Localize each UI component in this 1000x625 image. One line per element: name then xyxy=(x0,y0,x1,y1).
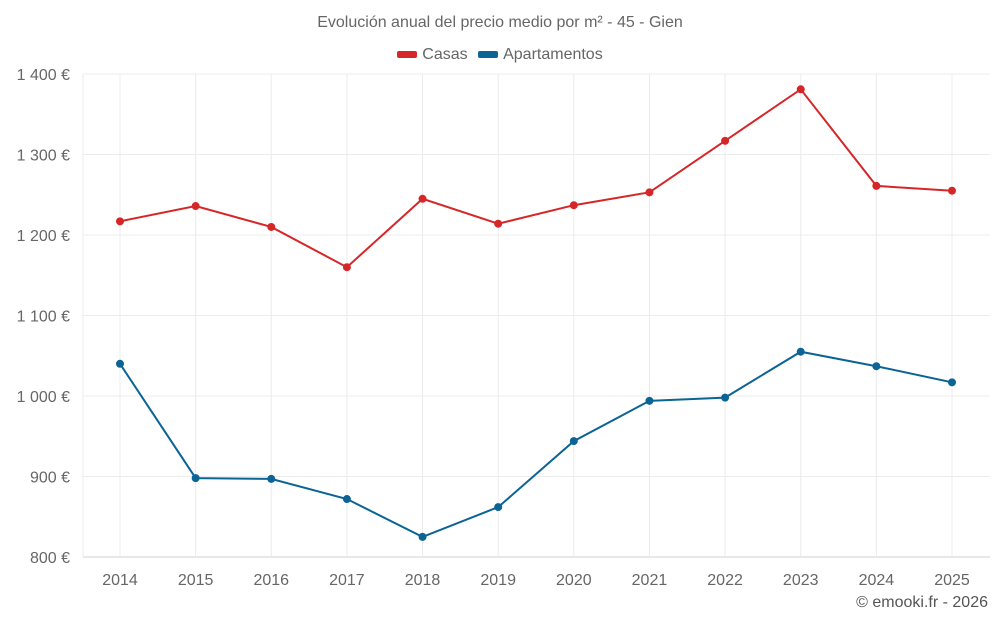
data-point-apartamentos xyxy=(569,437,578,446)
data-point-casas xyxy=(796,85,805,94)
data-point-casas xyxy=(948,186,956,195)
chart-title: Evolución anual del precio medio por m² … xyxy=(317,14,683,31)
data-point-apartamentos xyxy=(342,495,351,504)
x-tick-label: 2024 xyxy=(859,572,895,589)
credit-text: © emooki.fr - 2026 xyxy=(856,594,988,611)
data-point-casas xyxy=(116,217,124,226)
x-tick-label: 2019 xyxy=(480,572,516,589)
y-tick-label: 900 € xyxy=(30,470,70,487)
legend-item-apartamentos[interactable]: Apartamentos xyxy=(478,46,603,64)
series-line-casas xyxy=(119,87,953,269)
data-point-apartamentos xyxy=(116,359,124,368)
x-tick-label: 2021 xyxy=(632,572,668,589)
x-tick-label: 2020 xyxy=(556,572,592,589)
data-point-casas xyxy=(342,263,351,272)
y-tick-label: 1 400 € xyxy=(17,67,70,84)
data-point-apartamentos xyxy=(267,474,276,483)
x-tick-label: 2016 xyxy=(253,572,289,589)
data-point-apartamentos xyxy=(948,378,956,387)
y-tick-label: 1 000 € xyxy=(17,389,70,406)
y-tick-label: 800 € xyxy=(30,550,70,567)
x-tick-label: 2014 xyxy=(102,572,138,589)
data-point-apartamentos xyxy=(494,503,503,512)
data-point-casas xyxy=(267,222,276,231)
data-point-casas xyxy=(721,136,730,145)
legend-swatch-casas xyxy=(397,51,418,58)
y-tick-label: 1 100 € xyxy=(17,309,70,326)
x-tick-label: 2025 xyxy=(934,572,970,589)
legend-label-casas: Casas xyxy=(422,45,468,63)
data-point-casas xyxy=(872,181,881,190)
data-point-casas xyxy=(191,202,200,211)
data-point-apartamentos xyxy=(796,347,805,356)
x-tick-label: 2015 xyxy=(178,572,214,589)
y-tick-label: 1 200 € xyxy=(17,228,70,245)
data-point-casas xyxy=(569,201,578,210)
legend-item-casas[interactable]: Casas xyxy=(397,45,468,64)
x-tick-label: 2022 xyxy=(707,572,743,589)
x-tick-label: 2018 xyxy=(405,572,441,589)
legend-label-apartamentos: Apartamentos xyxy=(503,45,603,63)
legend: Casas Apartamentos xyxy=(0,45,1000,64)
data-point-apartamentos xyxy=(645,396,654,405)
x-tick-label: 2023 xyxy=(783,572,819,589)
legend-swatch-apartamentos xyxy=(478,51,499,58)
data-point-apartamentos xyxy=(721,393,730,402)
data-point-casas xyxy=(418,194,427,203)
data-point-apartamentos xyxy=(872,362,881,371)
y-tick-label: 1 300 € xyxy=(17,148,70,165)
series-line-apartamentos xyxy=(119,350,953,538)
data-point-apartamentos xyxy=(191,474,200,483)
data-point-apartamentos xyxy=(418,532,427,541)
data-point-casas xyxy=(494,219,503,228)
x-tick-label: 2017 xyxy=(329,572,365,589)
data-point-casas xyxy=(645,188,654,197)
